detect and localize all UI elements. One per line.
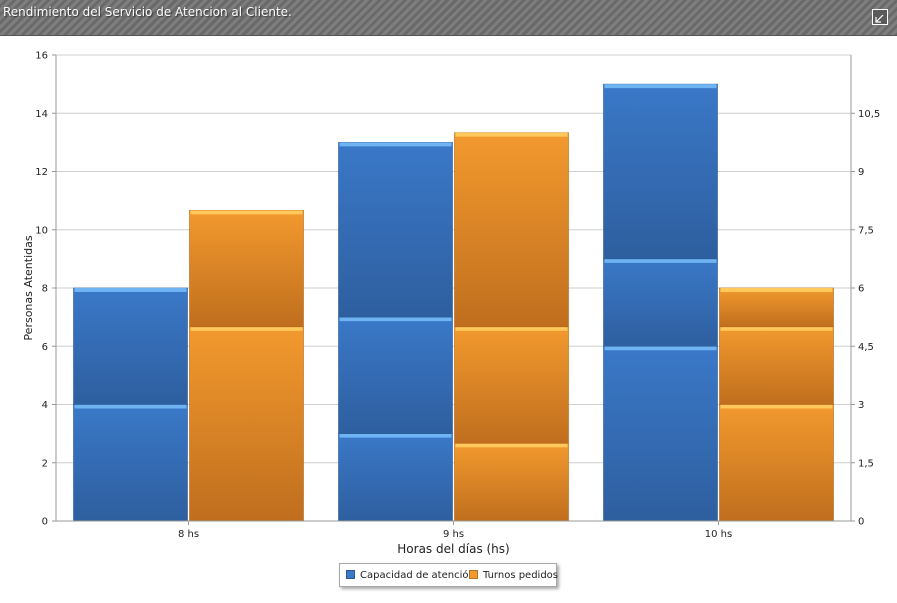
y-tick-label: 10 [35, 225, 48, 236]
y2-tick-label: 6 [858, 284, 864, 295]
y-tick-label: 6 [42, 342, 48, 353]
bar-segment [189, 210, 304, 328]
y-tick-label: 4 [42, 400, 48, 411]
legend-swatch-blue [346, 570, 355, 579]
y-tick-label: 2 [42, 458, 48, 469]
bar-segment [189, 326, 304, 522]
maximize-glyph [875, 14, 884, 23]
bar-segment-cap [604, 346, 717, 351]
y2-tick-label: 0 [858, 517, 864, 528]
bar-segment-cap [720, 404, 833, 409]
y2-tick-label: 10,5 [858, 109, 880, 120]
y2-tick-label: 7,5 [858, 225, 874, 236]
y-tick-label: 12 [35, 167, 48, 178]
window-titlebar: Rendimiento del Servicio de Atencion al … [0, 0, 897, 36]
bar-segment [454, 132, 569, 328]
bar-segment-cap [190, 210, 303, 215]
legend-item-turnos: Turnos pedidos [469, 570, 558, 581]
bar-segment [338, 142, 453, 318]
bar-segment-cap [604, 258, 717, 263]
bar-segment [719, 404, 834, 522]
bar-segment-cap [74, 404, 187, 409]
bar-segment-cap [455, 443, 568, 448]
bar-segment [603, 258, 718, 347]
x-tick-label: 8 hs [178, 529, 199, 540]
legend-label-capacidad: Capacidad de atención [360, 570, 475, 581]
y2-tick-label: 4,5 [858, 342, 874, 353]
legend-item-capacidad: Capacidad de atención [346, 570, 475, 581]
x-tick-label: 10 hs [705, 529, 732, 540]
bar-segment-cap [339, 317, 452, 322]
bar-segment-cap [74, 288, 187, 292]
bar-segment [73, 287, 188, 405]
chart-area: 0 2 4 6 8 10 12 14 16 0 1,5 3 4,5 6 7,5 9 10,5 8 hs 9 hs 10… [0, 36, 897, 599]
window-title: Rendimiento del Servicio de Atencion al … [3, 5, 292, 19]
bar-segment-cap [455, 132, 568, 137]
bar-segment-cap [455, 326, 568, 331]
x-tick-label: 9 hs [443, 529, 464, 540]
bar-segment-cap [720, 288, 833, 292]
bar-chart: 0 2 4 6 8 10 12 14 16 0 1,5 3 4,5 6 7,5 9 10,5 8 hs 9 hs 10… [22, 51, 880, 557]
bar-segment [719, 326, 834, 405]
y2-tick-label: 1,5 [858, 458, 874, 469]
legend-label-turnos: Turnos pedidos [483, 570, 559, 581]
chart-legend: Capacidad de atención Turnos pedidos [339, 563, 558, 587]
bar-segment-cap [604, 84, 717, 89]
y-tick-label: 16 [35, 51, 48, 62]
y-axis-title: Personas Atentidas [22, 235, 35, 340]
bar-segment [603, 345, 718, 522]
x-axis-title: Horas del días (hs) [397, 542, 509, 556]
maximize-icon[interactable] [872, 9, 888, 25]
bar-segment [454, 443, 569, 522]
y-tick-label: 14 [35, 109, 48, 120]
bar-segment-cap [339, 433, 452, 438]
bar-segment [338, 316, 453, 434]
bar-segment [454, 326, 569, 444]
y-tick-label: 0 [42, 517, 48, 528]
y2-tick-label: 3 [858, 400, 864, 411]
legend-swatch-orange [469, 570, 478, 579]
y2-tick-label: 9 [858, 167, 864, 178]
bar-segment [338, 433, 453, 522]
bar-segment [719, 287, 834, 328]
bar-segment-cap [720, 326, 833, 331]
bar-segment-cap [190, 326, 303, 331]
bar-segment [73, 404, 188, 522]
y-tick-label: 8 [42, 284, 48, 295]
bar-segment [603, 83, 718, 260]
bar-segment-cap [339, 142, 452, 147]
